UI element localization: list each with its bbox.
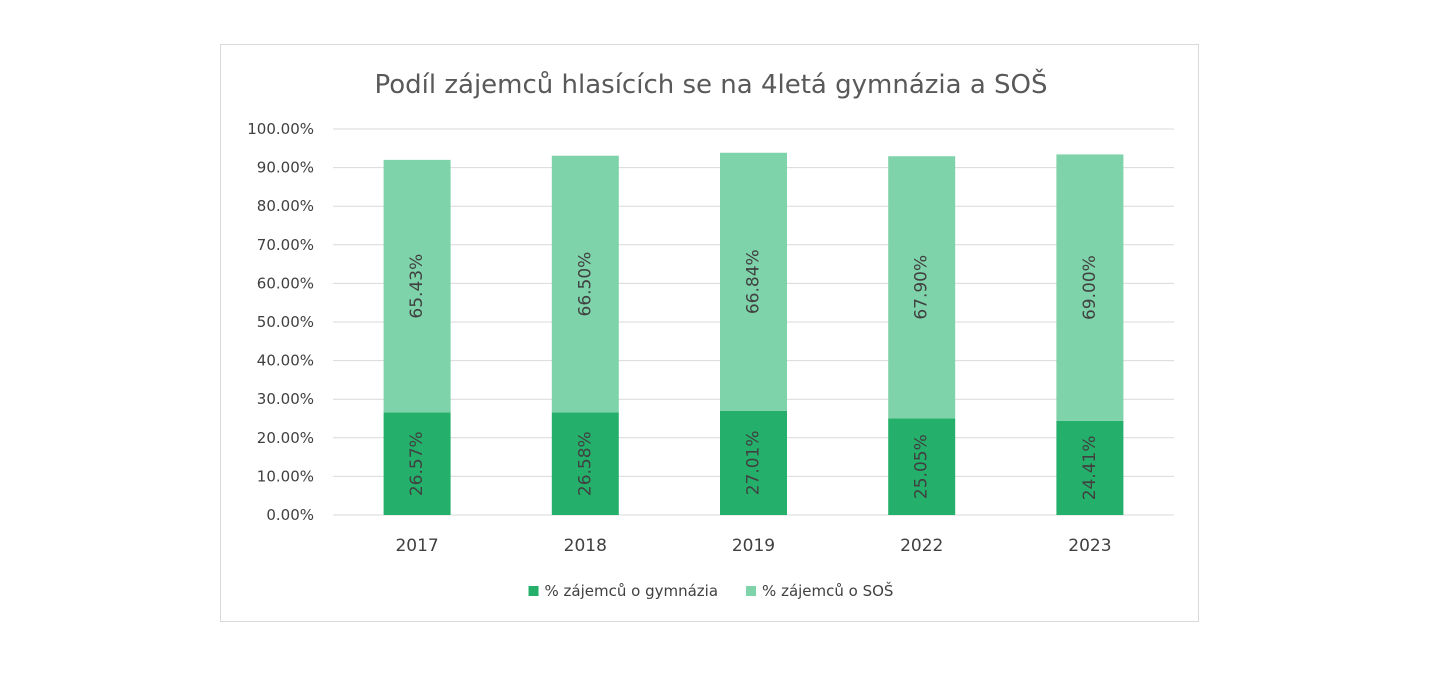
legend-swatch-0: [528, 586, 539, 596]
data-label-series-0-2023: 24.41%: [1080, 435, 1100, 500]
y-tick-label: 90.00%: [257, 159, 314, 177]
y-tick-label: 70.00%: [257, 236, 314, 254]
y-axis-ticks: 0.00% 10.00% 20.00% 30.00% 40.00% 50.00% 60.00…: [247, 120, 314, 524]
data-label-series-0-2017: 26.57%: [407, 431, 427, 496]
legend-swatch-1: [746, 586, 757, 596]
bar-series-1-2017: [383, 159, 451, 413]
y-tick-label: 100.00%: [247, 120, 314, 138]
data-label-series-1-2019: 66.84%: [744, 249, 764, 314]
legend-item-1: % zájemců o SOŠ: [746, 581, 893, 600]
data-label-series-1-2023: 69.00%: [1080, 255, 1100, 320]
x-axis-categories: 2017 2018 2019 2022 2023: [395, 536, 1111, 556]
x-category-label: 2023: [1068, 536, 1111, 556]
bar-series-0-2018: [551, 412, 619, 515]
y-tick-label: 40.00%: [257, 352, 314, 370]
x-category-label: 2018: [564, 536, 607, 556]
x-category-label: 2022: [900, 536, 943, 556]
data-label-series-0-2019: 27.01%: [744, 430, 764, 495]
y-tick-label: 30.00%: [257, 390, 314, 408]
legend-label-1: % zájemců o SOŠ: [762, 581, 893, 600]
y-tick-label: 80.00%: [257, 197, 314, 215]
bar-series-1-2023: [1056, 154, 1124, 421]
data-label-series-1-2017: 65.43%: [407, 254, 427, 319]
y-tick-label: 0.00%: [266, 506, 314, 524]
data-labels: 26.57% 65.43% 26.58% 66.50% 27.01% 66.84% 25.0…: [407, 249, 1100, 500]
bar-series-0-2022: [888, 418, 956, 515]
legend-item-0: % zájemců o gymnázia: [528, 582, 719, 600]
bar-series-0-2023: [1056, 420, 1124, 515]
bar-series-0-2017: [383, 412, 451, 515]
x-category-label: 2017: [395, 536, 438, 556]
data-label-series-1-2018: 66.50%: [575, 252, 595, 317]
legend-label-0: % zájemců o gymnázia: [545, 582, 719, 600]
y-tick-label: 20.00%: [257, 429, 314, 447]
bar-series-0-2019: [720, 410, 787, 515]
data-label-series-1-2022: 67.90%: [912, 255, 932, 320]
chart-title: Podíl zájemců hlasících se na 4letá gymn…: [374, 68, 1047, 100]
x-category-label: 2019: [732, 536, 775, 556]
bar-series-1-2022: [888, 156, 956, 419]
data-label-series-0-2022: 25.05%: [912, 434, 932, 499]
chart-frame: Podíl zájemců hlasících se na 4letá gymn…: [220, 44, 1199, 622]
bars: [383, 152, 1124, 515]
bar-series-1-2019: [720, 152, 787, 411]
stacked-bar-chart: Podíl zájemců hlasících se na 4letá gymn…: [247, 68, 1174, 600]
bar-series-1-2018: [551, 155, 619, 413]
legend: % zájemců o gymnázia % zájemců o SOŠ: [528, 581, 893, 600]
data-label-series-0-2018: 26.58%: [575, 431, 595, 496]
y-tick-label: 10.00%: [257, 467, 314, 485]
y-tick-label: 50.00%: [257, 313, 314, 331]
y-tick-label: 60.00%: [257, 274, 314, 292]
